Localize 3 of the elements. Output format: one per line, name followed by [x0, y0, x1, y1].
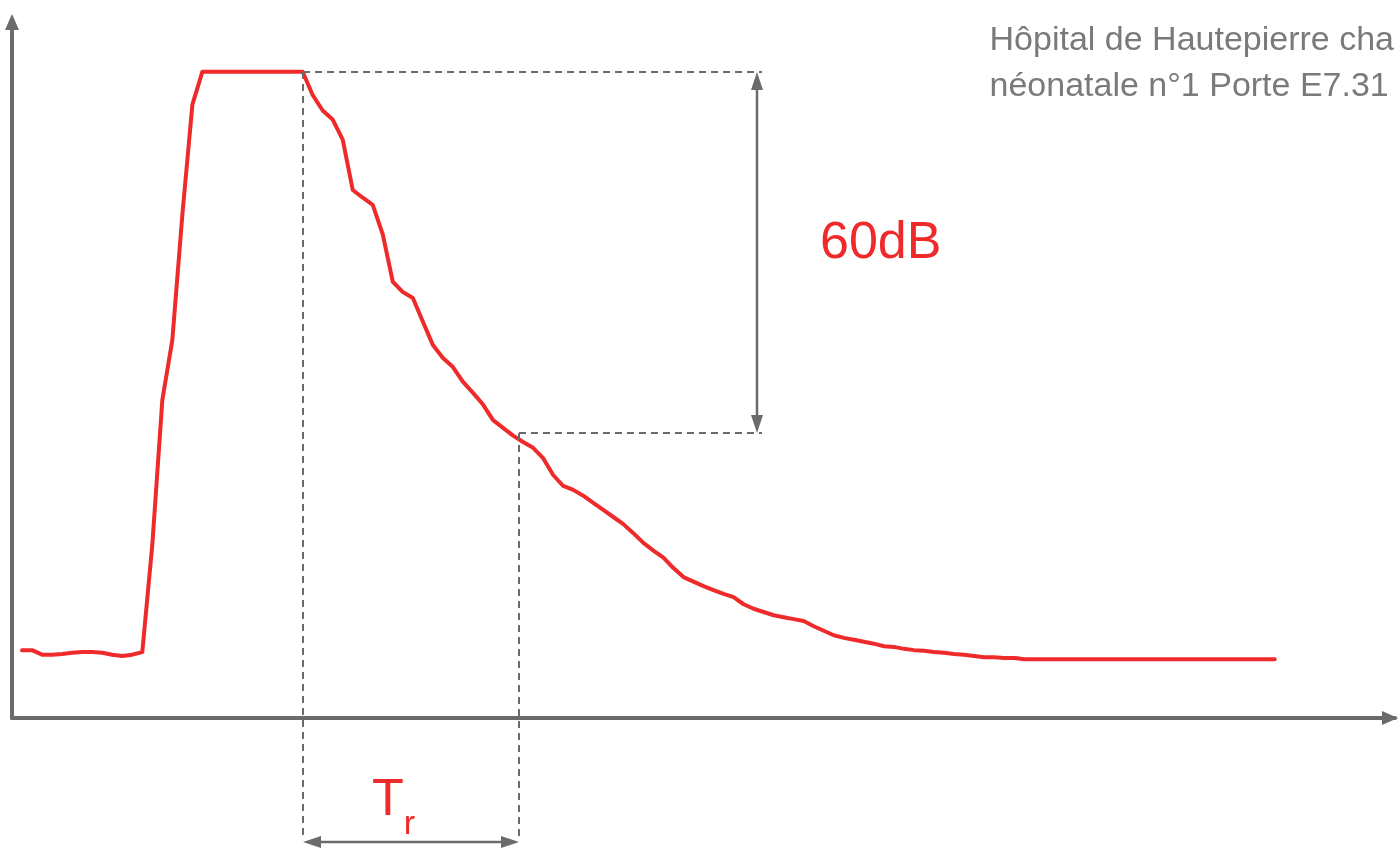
annotation: 60dB [820, 211, 942, 269]
text: T$_{r}$ [372, 768, 416, 841]
chart-title: Hôpital de Hautepierre cha néonatale n°1 Porte E7.31 [989, 19, 1395, 103]
